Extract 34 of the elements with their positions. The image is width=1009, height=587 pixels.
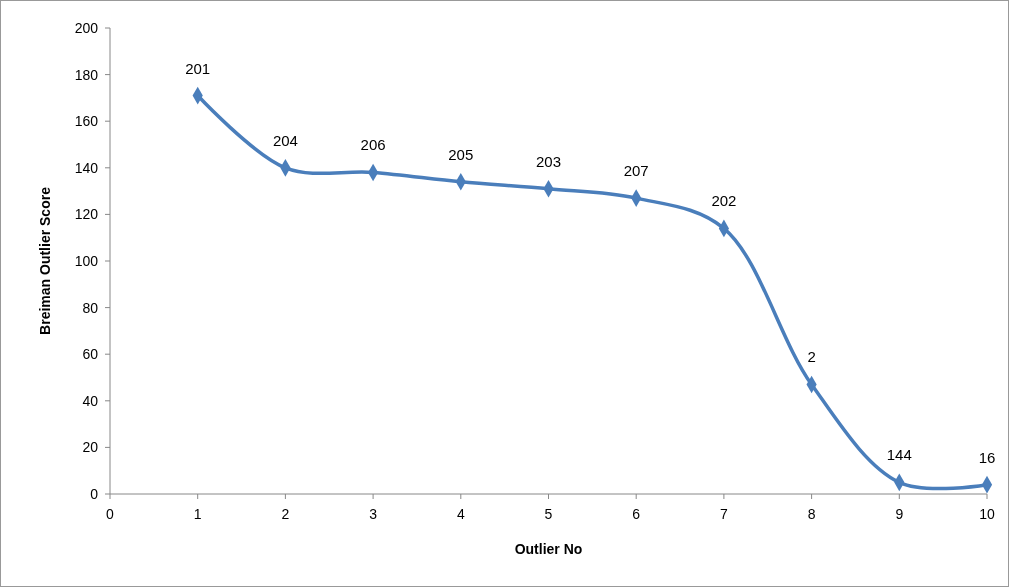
y-tick-label: 200 bbox=[74, 19, 99, 36]
y-tick-label: 20 bbox=[82, 439, 99, 456]
annotation: 144 bbox=[886, 446, 912, 464]
y-tick-label: 100 bbox=[74, 252, 99, 269]
annotation: 2 bbox=[807, 348, 816, 366]
x-tick-label: 5 bbox=[544, 506, 553, 522]
annotation: 203 bbox=[535, 152, 562, 170]
x-axis-title: Outlier No bbox=[514, 541, 583, 557]
annotation: 205 bbox=[448, 145, 474, 163]
x-tick-label: 3 bbox=[369, 506, 378, 522]
x-tick-label: 1 bbox=[193, 506, 202, 522]
y-tick-label: 80 bbox=[82, 299, 99, 316]
annotation: 16 bbox=[978, 448, 996, 466]
annotation: 201 bbox=[185, 59, 211, 77]
y-tick-label: 60 bbox=[82, 346, 99, 363]
annotation: 207 bbox=[623, 162, 649, 180]
x-tick-label: 6 bbox=[632, 506, 641, 522]
y-tick-label: 140 bbox=[74, 159, 99, 176]
y-axis-title: Breiman Outlier Score bbox=[37, 186, 53, 335]
y-tick-label: 0 bbox=[90, 485, 99, 502]
x-tick-label: 10 bbox=[979, 506, 995, 522]
x-tick-label: 4 bbox=[456, 506, 465, 522]
annotation: 202 bbox=[711, 192, 737, 210]
y-tick-label: 40 bbox=[82, 392, 99, 409]
y-tick-label: 160 bbox=[74, 113, 99, 130]
y-tick-label: 180 bbox=[74, 66, 99, 83]
annotation: 204 bbox=[272, 131, 298, 149]
x-tick-label: 0 bbox=[106, 506, 115, 522]
x-tick-label: 9 bbox=[895, 506, 904, 522]
x-tick-label: 2 bbox=[281, 506, 290, 522]
annotation: 206 bbox=[360, 136, 386, 154]
x-tick-label: 7 bbox=[720, 506, 728, 522]
x-tick-label: 8 bbox=[807, 506, 816, 522]
y-tick-label: 120 bbox=[74, 206, 99, 223]
